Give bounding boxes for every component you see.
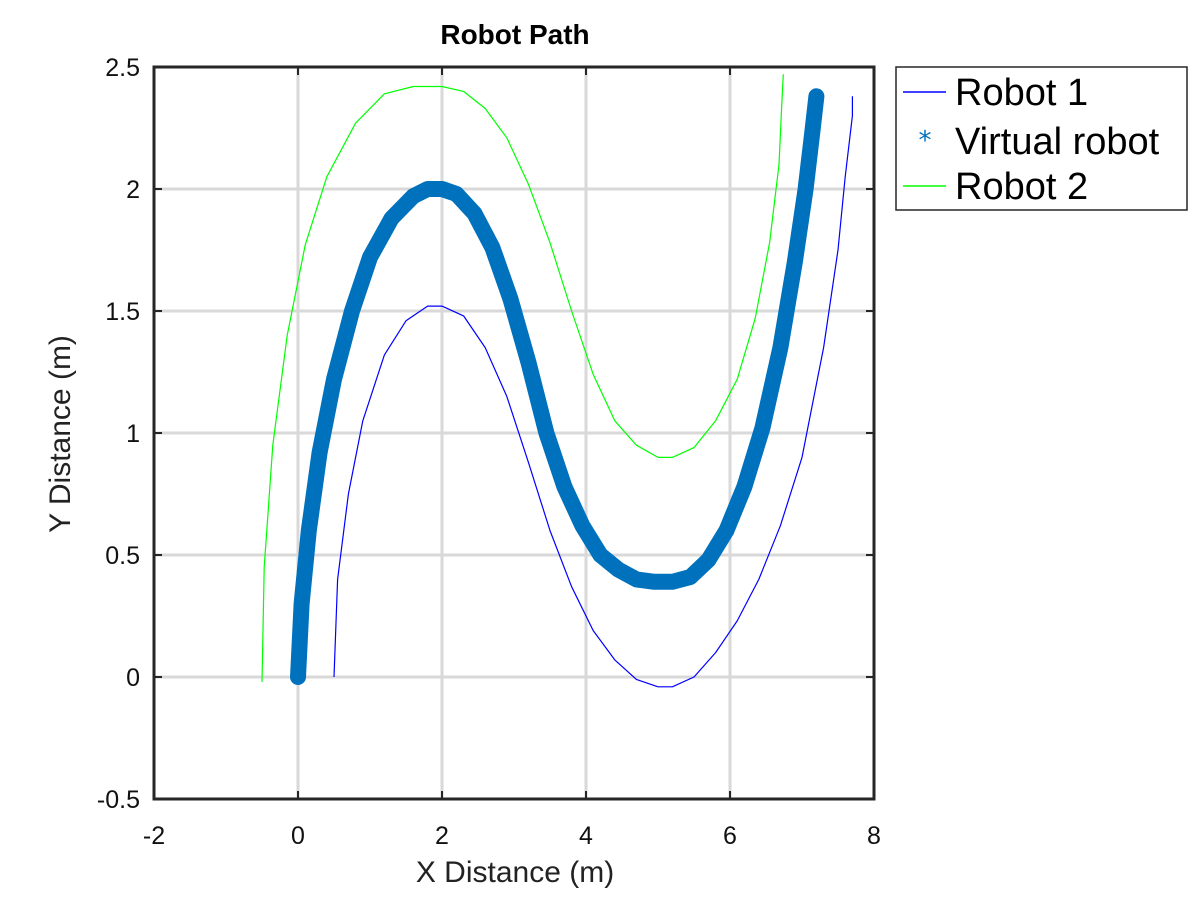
- x-tick-label: 0: [291, 822, 305, 850]
- y-tick-label: 0.5: [105, 542, 140, 570]
- data-point-virtual-robot: *: [739, 477, 750, 502]
- data-point-virtual-robot: *: [451, 184, 462, 209]
- data-point-virtual-robot: *: [703, 550, 714, 575]
- series-line-robot-2: [261, 74, 784, 682]
- data-point-virtual-robot: *: [347, 301, 358, 326]
- data-point-virtual-robot: *: [314, 443, 325, 468]
- y-tick-label: 2: [126, 176, 140, 204]
- data-point-virtual-robot: *: [303, 521, 314, 546]
- data-point-virtual-robot: *: [631, 569, 642, 594]
- data-point-virtual-robot: *: [613, 560, 624, 585]
- data-point-virtual-robot: *: [437, 179, 448, 204]
- data-point-virtual-robot: *: [505, 289, 516, 314]
- data-point-virtual-robot: *: [487, 238, 498, 263]
- series-line-robot-1: [333, 96, 854, 688]
- data-point-virtual-robot: *: [293, 667, 304, 692]
- data-point-virtual-robot: *: [595, 545, 606, 570]
- y-axis-label: Y Distance (m): [44, 335, 77, 533]
- data-point-virtual-robot: *: [757, 418, 768, 443]
- legend-label-robot-1: Robot 1: [955, 72, 1088, 114]
- data-point-virtual-robot: *: [667, 572, 678, 597]
- legend-label-virtual-robot: Virtual robot: [955, 121, 1160, 163]
- data-point-virtual-robot: *: [775, 338, 786, 363]
- y-tick-label: 1.5: [105, 298, 140, 326]
- data-point-virtual-robot: *: [789, 252, 800, 277]
- data-point-virtual-robot: *: [386, 208, 397, 233]
- data-point-virtual-robot: *: [800, 179, 811, 204]
- data-point-virtual-robot: *: [807, 118, 818, 143]
- data-point-virtual-robot: *: [469, 203, 480, 228]
- data-point-virtual-robot: *: [811, 86, 822, 111]
- data-point-virtual-robot: *: [685, 567, 696, 592]
- legend-label-robot-2: Robot 2: [955, 166, 1088, 208]
- data-point-virtual-robot: *: [408, 186, 419, 211]
- data-point-virtual-robot: *: [559, 477, 570, 502]
- plot-series: ********* * * ********** * * * **********: [261, 74, 854, 692]
- chart-title: Robot Path: [440, 19, 589, 50]
- data-point-virtual-robot: *: [523, 352, 534, 377]
- y-tick-label: 1: [126, 420, 140, 448]
- x-tick-label: 6: [723, 822, 737, 850]
- x-tick-label: 4: [579, 822, 593, 850]
- series-band-virtual-robot: [290, 88, 825, 685]
- x-tick-label: -2: [143, 822, 165, 850]
- y-tick-label: 0: [126, 664, 140, 692]
- y-tick-label: 2.5: [105, 54, 140, 82]
- x-tick-label: 2: [435, 822, 449, 850]
- data-point-virtual-robot: *: [541, 423, 552, 448]
- legend: Robot 1 * Virtual robot Robot 2: [895, 66, 1188, 211]
- x-tick-label: 8: [867, 822, 881, 850]
- data-point-virtual-robot: *: [365, 247, 376, 272]
- data-point-virtual-robot: *: [329, 369, 340, 394]
- data-point-virtual-robot: *: [577, 516, 588, 541]
- data-point-virtual-robot: *: [296, 594, 307, 619]
- data-point-virtual-robot: *: [422, 179, 433, 204]
- x-axis-label: X Distance (m): [416, 856, 614, 889]
- data-point-virtual-robot: *: [721, 521, 732, 546]
- y-tick-label: -0.5: [97, 786, 140, 814]
- legend-marker-virtual-robot: *: [919, 126, 932, 156]
- axis-ticks: -2 0 2 4 6 8 -0.5 0 0.5 1 1.5 2 2.5: [97, 54, 881, 850]
- data-point-virtual-robot: *: [649, 572, 660, 597]
